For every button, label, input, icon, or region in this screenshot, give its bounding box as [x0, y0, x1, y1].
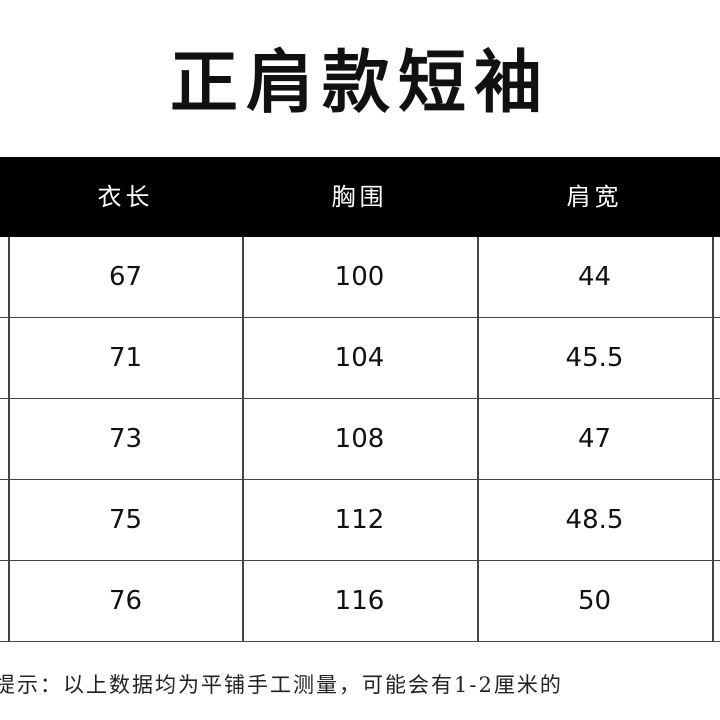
table-row: 75 112 48.5: [0, 480, 720, 561]
table-cell: 47: [577, 424, 612, 454]
title: 正肩款短袖: [169, 43, 550, 123]
table-cell: 112: [334, 505, 385, 535]
table-row: 76 116 50: [0, 561, 720, 642]
table-cell: 75: [108, 505, 143, 535]
grid-line: [242, 237, 244, 641]
column-header: 肩宽: [566, 183, 623, 211]
table-cell: 100: [334, 262, 385, 292]
column-header: 胸围: [331, 183, 388, 211]
table-cell: 45.5: [565, 343, 624, 373]
table-cell: 104: [334, 343, 385, 373]
grid-line: [477, 237, 479, 641]
table-cell: 71: [108, 343, 143, 373]
grid-line: [712, 237, 714, 641]
column-header: 衣长: [97, 183, 154, 211]
grid-line: [8, 237, 10, 641]
table-row: 73 108 47: [0, 399, 720, 480]
table-cell: 50: [577, 586, 612, 616]
table-row: 67 100 44: [0, 237, 720, 318]
table-header: 衣长 胸围 肩宽: [0, 157, 720, 237]
table-cell: 67: [108, 262, 143, 292]
table-cell: 44: [577, 262, 612, 292]
table-cell: 73: [108, 424, 143, 454]
table-cell: 48.5: [565, 505, 624, 535]
table-cell: 116: [334, 586, 385, 616]
table-cell: 108: [334, 424, 385, 454]
table-row: 71 104 45.5: [0, 318, 720, 399]
footer-note: 提示：以上数据均为平铺手工测量，可能会有1-2厘米的: [0, 673, 563, 697]
table-cell: 76: [108, 586, 143, 616]
